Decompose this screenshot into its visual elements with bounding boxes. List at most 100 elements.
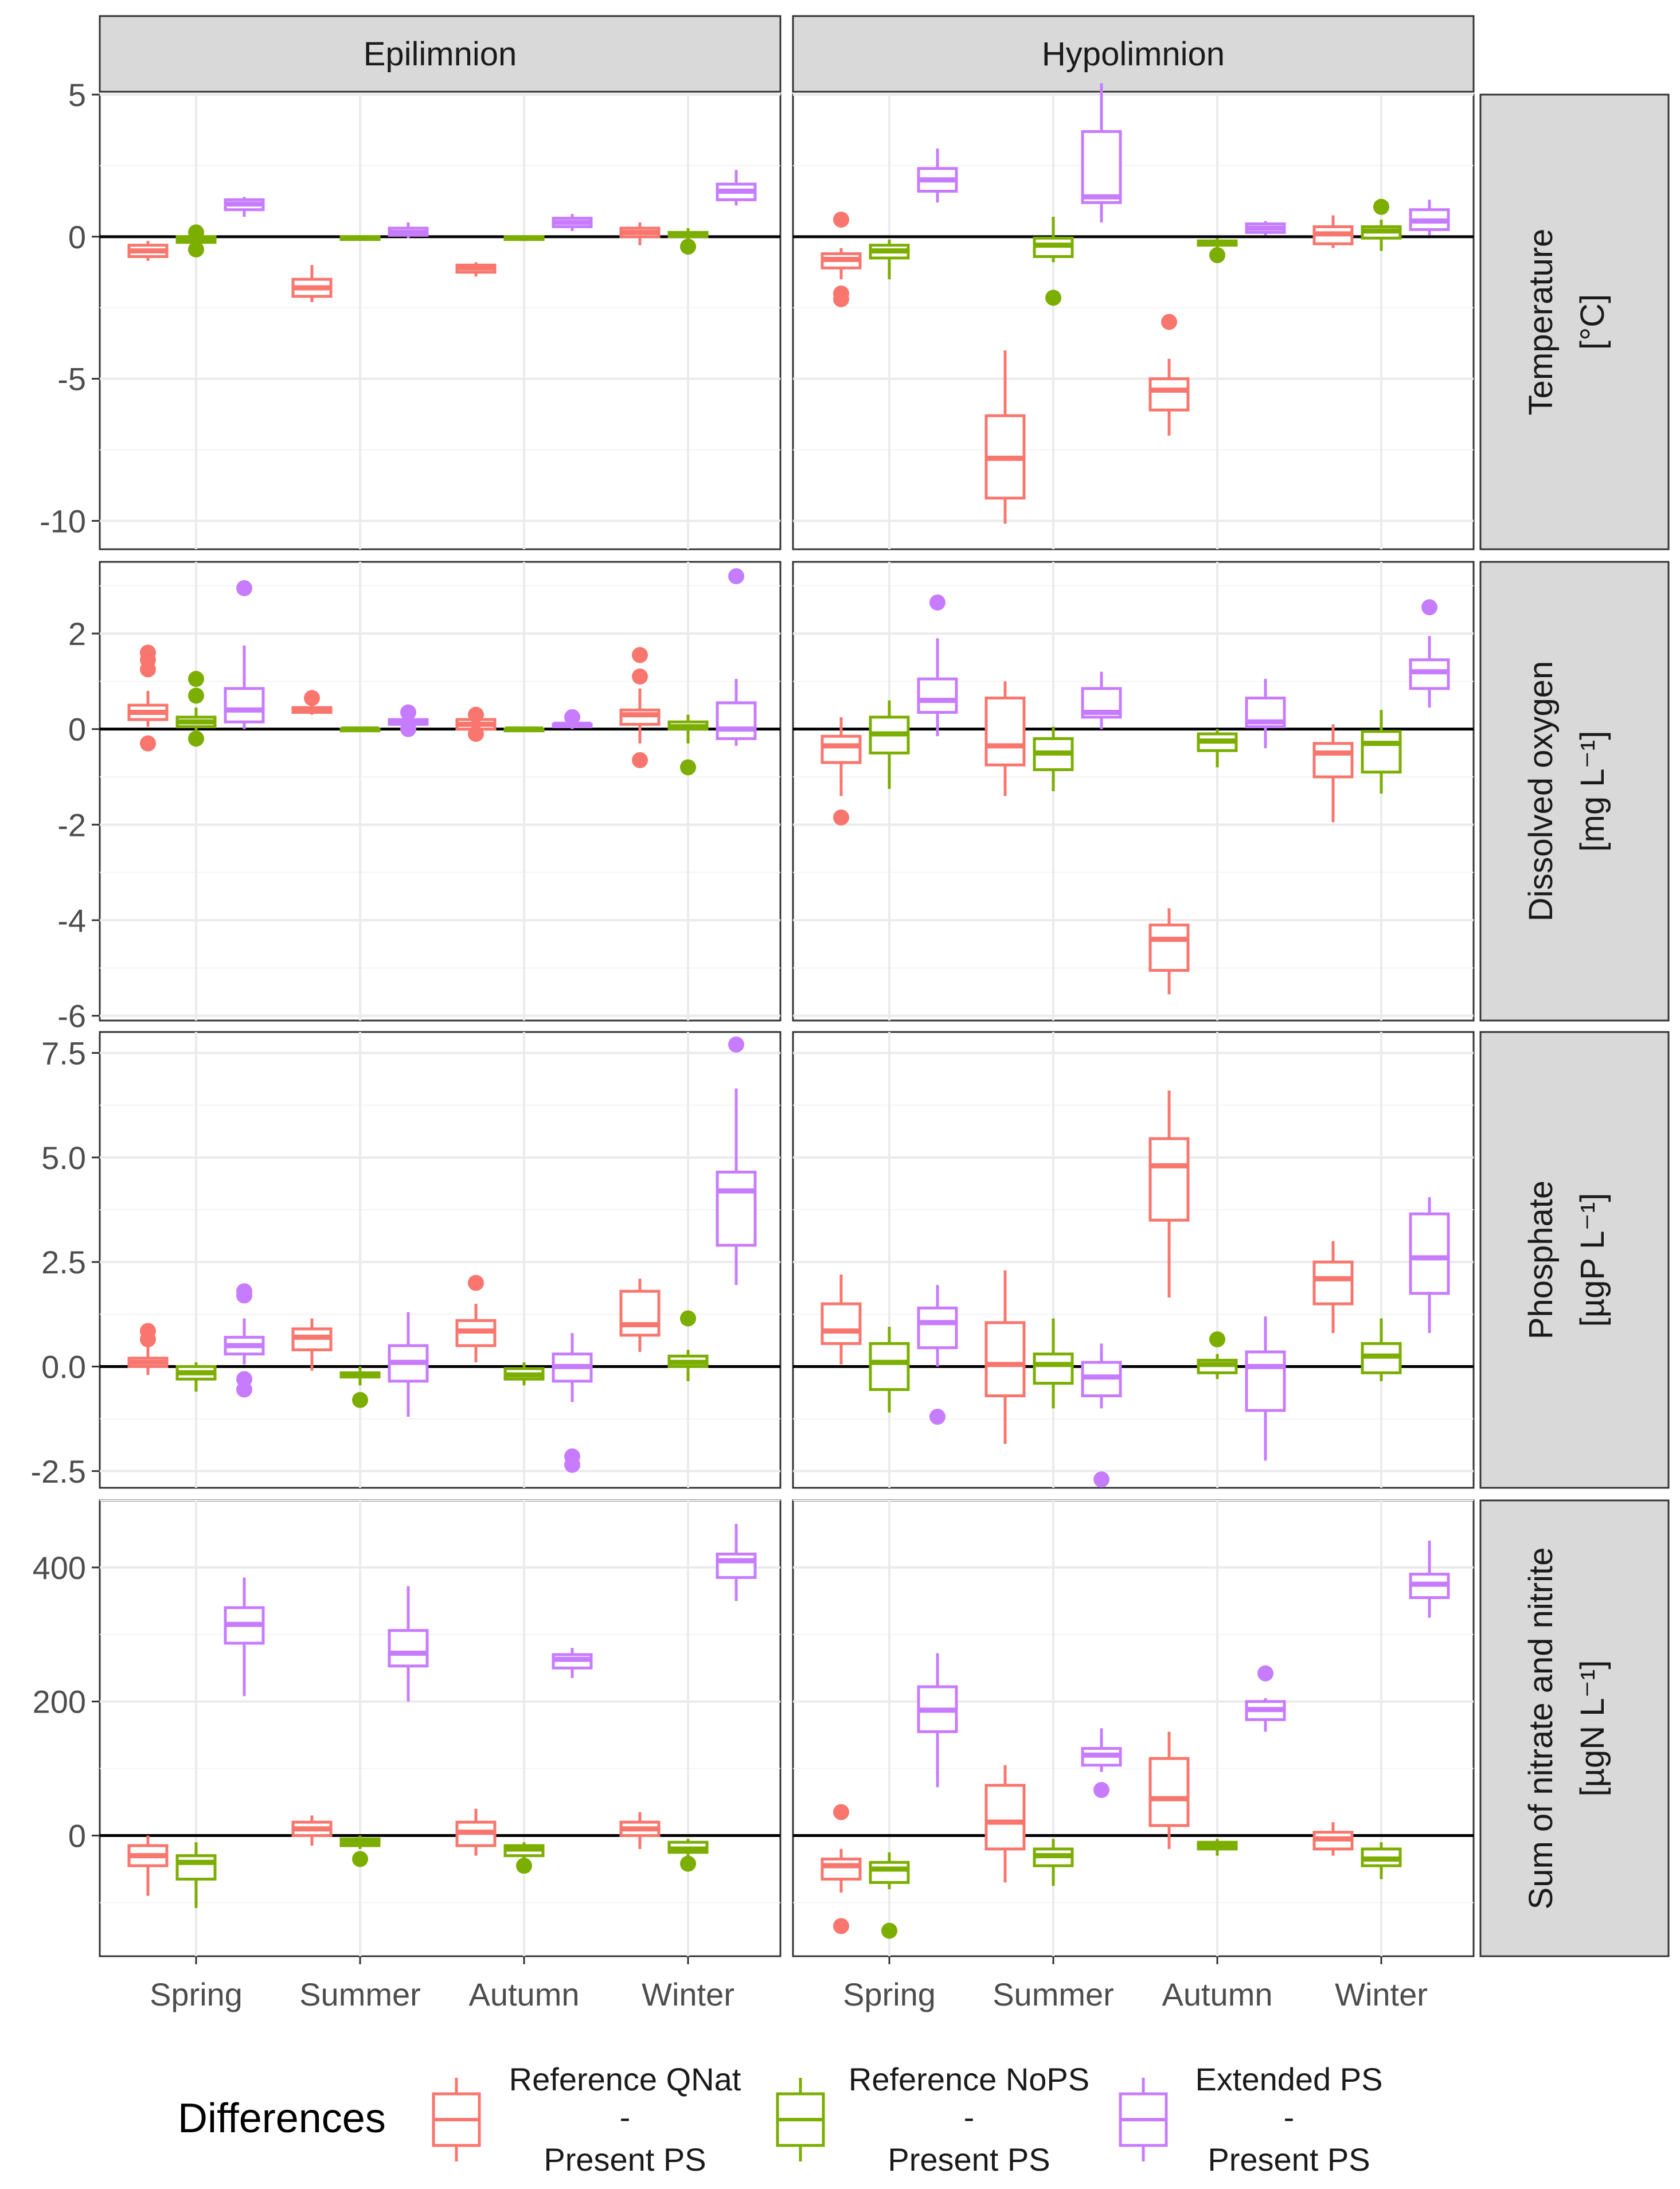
strip-do-bg [1479, 561, 1670, 1022]
legend-label-extended-ps-line2: - [1284, 2099, 1295, 2135]
box-temp-epilimnion-summer-reference-nops-present-ps [339, 235, 381, 241]
box-nox-hypolimnion-spring-reference-qnat-present-ps [821, 1804, 862, 1934]
outlier-point [140, 1331, 156, 1348]
outlier-point [140, 661, 156, 678]
box-temp-hypolimnion-spring-reference-nops-present-ps [869, 239, 910, 280]
outlier-point [728, 568, 744, 584]
box-nox-hypolimnion-winter-reference-qnat-present-ps [1312, 1822, 1354, 1856]
outlier-point [236, 580, 252, 596]
legend-key-reference-nops [776, 2078, 825, 2161]
box-iqr [917, 1306, 958, 1350]
outlier-point [833, 1918, 849, 1934]
box-iqr [224, 687, 265, 724]
outlier-point [400, 721, 416, 737]
y-tick-label-nox-1: 200 [33, 1684, 86, 1720]
strip-temp-bg [1479, 93, 1670, 550]
legend-item-reference-nops: Reference NoPS - Present PS [776, 2061, 1089, 2178]
box-iqr [1148, 923, 1190, 972]
box-po4-epilimnion-autumn-extended-ps-present-ps [552, 1333, 593, 1473]
y-tick-label-temp-2: -5 [57, 361, 86, 397]
box-iqr [869, 1342, 910, 1391]
box-temp-epilimnion-summer-extended-ps-present-ps [388, 222, 429, 239]
box-do-epilimnion-spring-extended-ps-present-ps [224, 580, 265, 729]
outlier-point [632, 669, 648, 685]
box-temp-hypolimnion-autumn-extended-ps-present-ps [1245, 221, 1286, 236]
box-do-epilimnion-summer-reference-qnat-present-ps [291, 690, 333, 715]
axes: 5 0 -5 -10 2 0 -2 -4 -67.5 5.0 2.5 0.0 -2.5 400 200 0 Sp… [31, 77, 1428, 2012]
box-temp-epilimnion-spring-extended-ps-present-ps [224, 197, 265, 217]
strip-temp: Temperature [°C] [1479, 93, 1670, 550]
panel-bg [99, 93, 782, 550]
box-po4-hypolimnion-winter-reference-nops-present-ps [1361, 1318, 1402, 1382]
y-tick-label-nox-2: 0 [68, 1818, 86, 1854]
box-po4-epilimnion-spring-reference-nops-present-ps [175, 1362, 217, 1392]
outlier-point [468, 726, 484, 742]
box-do-epilimnion-summer-extended-ps-present-ps [388, 704, 429, 737]
box-nox-epilimnion-autumn-reference-qnat-present-ps [455, 1808, 497, 1856]
box-temp-hypolimnion-summer-reference-nops-present-ps [1033, 217, 1074, 306]
outlier-point [833, 291, 849, 307]
legend-label-extended-ps-line3: Present PS [1208, 2141, 1370, 2178]
box-temp-hypolimnion-winter-extended-ps-present-ps [1409, 200, 1450, 236]
box-do-hypolimnion-autumn-reference-qnat-present-ps [1148, 908, 1190, 995]
x-tick-label-epilimnion-spring: Spring [150, 1976, 243, 2012]
box-po4-epilimnion-spring-extended-ps-present-ps [224, 1283, 265, 1398]
outlier-point [1045, 290, 1061, 306]
box-do-epilimnion-autumn-reference-nops-present-ps [503, 726, 545, 733]
box-nox-hypolimnion-spring-extended-ps-present-ps [917, 1653, 958, 1788]
outlier-point [1209, 1331, 1225, 1348]
outlier-point [929, 594, 946, 611]
x-tick-label-hypolimnion-summer: Summer [993, 1976, 1114, 2012]
box-do-epilimnion-spring-reference-qnat-present-ps [127, 644, 169, 752]
outlier-point [352, 1391, 368, 1408]
box-po4-epilimnion-summer-reference-qnat-present-ps [291, 1318, 333, 1371]
panel-po4-hypolimnion [792, 1031, 1475, 1489]
box-nox-epilimnion-spring-reference-nops-present-ps [175, 1842, 217, 1908]
legend-key-reference-qnat [432, 2078, 481, 2161]
box-temp-hypolimnion-winter-reference-nops-present-ps [1361, 198, 1402, 251]
legend-item-extended-ps: Extended PS - Present PS [1119, 2061, 1382, 2178]
x-tick-label-hypolimnion-spring: Spring [843, 1976, 936, 2012]
box-iqr [869, 1860, 910, 1884]
x-tick-label-epilimnion-autumn: Autumn [469, 1976, 580, 2012]
box-po4-hypolimnion-spring-extended-ps-present-ps [917, 1285, 958, 1425]
strip-po4-label: Phosphate [1522, 1181, 1560, 1339]
outlier-point [188, 671, 204, 687]
outlier-point [1421, 599, 1437, 616]
box-temp-hypolimnion-summer-reference-qnat-present-ps [984, 350, 1026, 524]
box-nox-epilimnion-autumn-extended-ps-present-ps [552, 1648, 593, 1678]
box-nox-hypolimnion-autumn-reference-nops-present-ps [1197, 1839, 1238, 1856]
outlier-point [188, 224, 204, 241]
strip-nox-unit: [µgN L⁻¹] [1574, 1660, 1611, 1796]
box-nox-epilimnion-spring-reference-qnat-present-ps [127, 1835, 169, 1896]
box-iqr [1148, 1757, 1190, 1827]
legend-label-reference-nops-line2: - [964, 2099, 975, 2135]
box-iqr [1312, 742, 1354, 779]
strip-temp-label: Temperature [1522, 229, 1560, 416]
panel-temp-epilimnion [99, 93, 782, 550]
box-temp-hypolimnion-spring-extended-ps-present-ps [917, 148, 958, 203]
box-do-epilimnion-winter-extended-ps-present-ps [716, 568, 757, 746]
outlier-point [1161, 314, 1177, 330]
box-iqr [388, 1629, 429, 1668]
box-do-hypolimnion-autumn-extended-ps-present-ps [1245, 679, 1286, 748]
box-po4-epilimnion-winter-reference-qnat-present-ps [619, 1279, 661, 1352]
outlier-point [1093, 1471, 1109, 1488]
legend-label-reference-nops-line1: Reference NoPS [849, 2061, 1089, 2097]
panel-temp-hypolimnion [792, 83, 1475, 550]
panel-po4-epilimnion [99, 1031, 782, 1489]
strip-nox-bg [1479, 1499, 1670, 1957]
strip-nox: Sum of nitrate and nitrite [µgN L⁻¹] [1479, 1499, 1670, 1957]
box-do-hypolimnion-summer-reference-nops-present-ps [1033, 726, 1074, 791]
box-po4-hypolimnion-autumn-extended-ps-present-ps [1245, 1316, 1286, 1461]
panel-nox-hypolimnion [792, 1499, 1475, 1957]
panel-bg [792, 561, 1475, 1022]
box-nox-hypolimnion-winter-reference-nops-present-ps [1361, 1842, 1402, 1879]
box-iqr [984, 1321, 1026, 1398]
box-iqr [984, 1784, 1026, 1851]
box-iqr [917, 677, 958, 714]
panel-bg [792, 93, 1475, 550]
x-tick-label-hypolimnion-winter: Winter [1335, 1976, 1428, 2012]
box-do-hypolimnion-winter-extended-ps-present-ps [1409, 599, 1450, 708]
strip-do-unit: [mg L⁻¹] [1574, 730, 1611, 851]
